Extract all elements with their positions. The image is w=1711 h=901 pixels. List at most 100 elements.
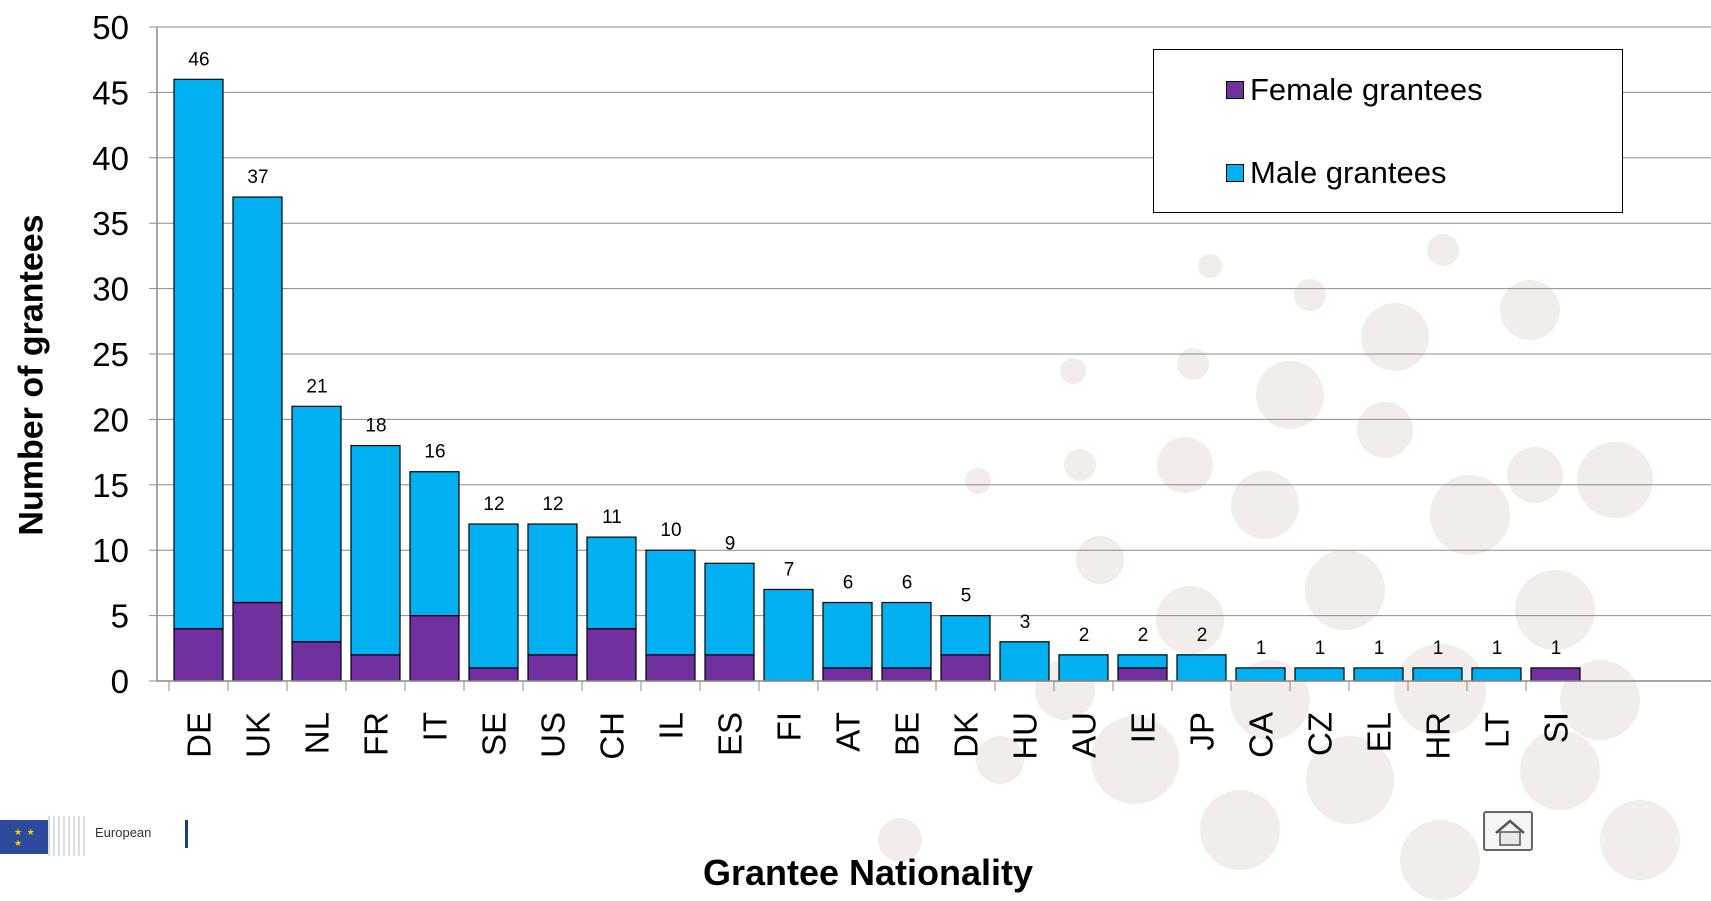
x-tick-label-se: SE — [476, 712, 513, 756]
bar-male-il — [645, 549, 696, 656]
decor-circle — [1060, 358, 1086, 384]
x-tick-label-fr: FR — [358, 712, 395, 756]
decor-circle — [1200, 790, 1280, 870]
y-tick-label: 10 — [92, 532, 129, 569]
y-tick-label: 30 — [92, 271, 129, 308]
decor-circle — [1231, 471, 1299, 539]
bar-male-us — [527, 523, 578, 656]
x-tick-label-jp: JP — [1184, 712, 1221, 751]
data-label-hu: 3 — [1020, 612, 1031, 633]
logo-text: European — [95, 825, 152, 840]
y-tick-label: 45 — [92, 74, 129, 111]
x-tick-label-au: AU — [1066, 712, 1103, 758]
data-label-uk: 37 — [247, 167, 268, 188]
axes — [149, 26, 1711, 691]
decor-circle — [1500, 280, 1560, 340]
decor-circle — [1156, 586, 1224, 654]
eu-flag-icon: ★ ★ ★ — [0, 820, 48, 854]
data-label-at: 6 — [843, 573, 854, 594]
labels: 0510152025303540455046DE37UK21NL18FR16IT… — [92, 9, 1574, 760]
x-tick-label-ca: CA — [1243, 712, 1280, 758]
data-label-ch: 11 — [602, 507, 622, 528]
legend-swatch-female — [1226, 81, 1244, 99]
data-label-el: 1 — [1374, 638, 1385, 659]
legend-swatch-male — [1226, 164, 1244, 182]
european-commission-logo: ★ ★ ★ European — [0, 812, 200, 901]
x-tick-label-hr: HR — [1420, 712, 1457, 760]
decor-circle — [1515, 570, 1595, 650]
bar-male-fi — [763, 588, 814, 682]
x-tick-label-si: SI — [1538, 712, 1575, 743]
data-label-be: 6 — [902, 573, 913, 594]
bar-male-cz — [1294, 667, 1345, 682]
x-tick-label-at: AT — [830, 712, 867, 752]
y-tick-label: 5 — [111, 598, 129, 635]
bar-male-be — [881, 601, 932, 669]
bar-male-at — [822, 601, 873, 669]
home-button[interactable] — [1483, 811, 1533, 851]
bar-male-lt — [1471, 667, 1522, 682]
bar-male-hu — [999, 641, 1050, 682]
x-tick-label-dk: DK — [948, 712, 985, 758]
y-tick-label: 20 — [92, 401, 129, 438]
bar-female-it — [409, 614, 460, 682]
decor-circle — [1091, 716, 1179, 804]
bar-male-dk — [940, 614, 991, 656]
legend-item-female: Female grantees — [1226, 72, 1483, 108]
bar-female-si — [1530, 667, 1581, 682]
legend-item-male: Male grantees — [1226, 155, 1446, 191]
decor-circle — [1394, 644, 1486, 736]
bar-female-dk — [940, 654, 991, 682]
bar-male-ch — [586, 536, 637, 630]
decor-circle — [1400, 820, 1480, 900]
y-tick-label: 35 — [92, 205, 129, 242]
x-tick-label-it: IT — [417, 712, 454, 741]
data-label-cz: 1 — [1315, 638, 1326, 659]
decor-circle — [878, 818, 922, 862]
bar-female-de — [173, 628, 224, 682]
bar-male-fr — [350, 444, 401, 656]
x-tick-label-es: ES — [712, 712, 749, 756]
legend-label-male: Male grantees — [1250, 155, 1447, 190]
decor-circle — [1064, 449, 1096, 481]
bar-female-at — [822, 667, 873, 682]
bar-male-nl — [291, 405, 342, 643]
x-tick-label-us: US — [535, 712, 572, 758]
bar-female-fr — [350, 654, 401, 682]
data-label-fr: 18 — [365, 416, 386, 437]
bar-male-au — [1058, 654, 1109, 682]
bar-male-se — [468, 523, 519, 669]
decor-circle — [1256, 361, 1324, 429]
data-label-ie: 2 — [1138, 625, 1149, 646]
data-label-lt: 1 — [1492, 638, 1503, 659]
decor-circle — [976, 736, 1024, 784]
bar-female-il — [645, 654, 696, 682]
x-tick-label-fi: FI — [771, 712, 808, 741]
x-tick-label-ch: CH — [594, 712, 631, 760]
data-label-si: 1 — [1551, 638, 1562, 659]
bar-male-hr — [1412, 667, 1463, 682]
decor-circle — [1294, 279, 1326, 311]
y-tick-label: 15 — [92, 467, 129, 504]
bar-female-es — [704, 654, 755, 682]
x-tick-label-uk: UK — [240, 712, 277, 758]
decor-circle — [1157, 437, 1213, 493]
bar-female-ie — [1117, 667, 1168, 682]
y-tick-label: 0 — [111, 663, 129, 700]
data-label-hr: 1 — [1433, 638, 1444, 659]
decor-circle — [1507, 447, 1563, 503]
data-label-es: 9 — [725, 533, 736, 554]
legend-label-female: Female grantees — [1250, 72, 1483, 107]
data-label-dk: 5 — [961, 586, 972, 607]
bar-male-de — [173, 78, 224, 630]
logo-building-graphic — [48, 816, 88, 856]
data-label-jp: 2 — [1197, 625, 1208, 646]
x-tick-label-hu: HU — [1007, 712, 1044, 760]
decor-circle — [1198, 254, 1222, 278]
data-label-se: 12 — [483, 494, 504, 515]
bar-female-se — [468, 667, 519, 682]
x-tick-label-de: DE — [181, 712, 218, 758]
bar-male-uk — [232, 196, 283, 604]
data-label-us: 12 — [542, 494, 563, 515]
decor-circle — [1427, 234, 1459, 266]
